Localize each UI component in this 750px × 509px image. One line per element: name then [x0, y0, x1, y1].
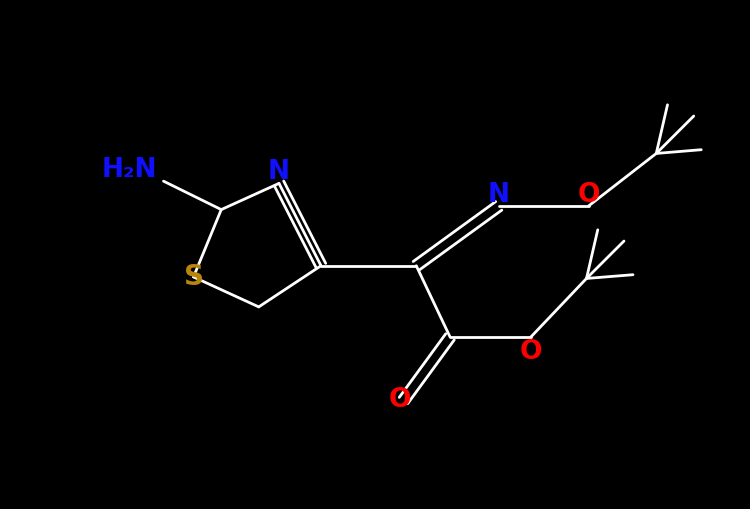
Text: N: N — [268, 159, 290, 185]
Text: S: S — [184, 263, 203, 291]
Text: O: O — [388, 387, 411, 413]
Text: O: O — [520, 339, 542, 365]
Text: H₂N: H₂N — [102, 157, 158, 183]
Text: O: O — [578, 182, 600, 208]
Text: N: N — [488, 182, 510, 208]
